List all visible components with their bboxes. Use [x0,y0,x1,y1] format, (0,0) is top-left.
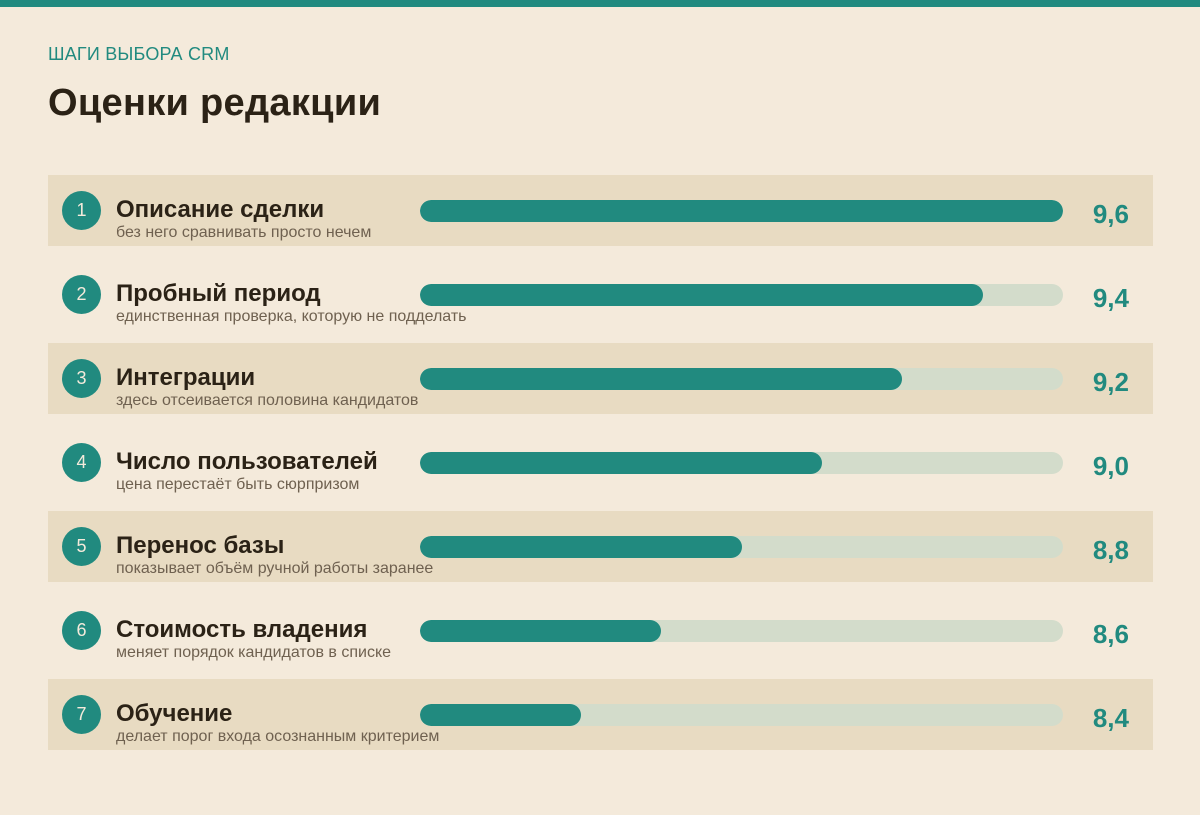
criterion-label: Число пользователей [116,448,378,475]
criterion-label: Обучение [116,700,233,727]
rank-badge: 2 [62,275,101,314]
score-bar-track [420,368,1063,390]
criterion-note: цена перестаёт быть сюрпризом [116,476,360,493]
criterion-note: меняет порядок кандидатов в списке [116,644,392,661]
score-value: 8,6 [1092,619,1129,649]
score-row: 6 Стоимость владения меняет порядок канд… [48,595,1153,666]
score-value: 9,4 [1092,283,1129,313]
rank-badge: 6 [62,611,101,650]
score-bar-track [420,536,1063,558]
score-bar [420,536,742,558]
criterion-label: Стоимость владения [116,616,368,643]
rank-badge: 4 [62,443,101,482]
score-bar [420,704,581,726]
score-bar [420,368,903,390]
page-title: Оценки редакции [48,82,382,124]
criterion-label: Интеграции [116,364,256,391]
score-row: 7 Обучение делает порог входа осознанным… [48,679,1153,750]
score-bar [420,452,822,474]
score-bar [420,284,983,306]
rank-badge: 1 [62,191,101,230]
score-bar-track [420,704,1063,726]
score-row: 1 Описание сделки без него сравнивать пр… [48,175,1153,246]
score-bar-track [420,620,1063,642]
score-chart: 1 Описание сделки без него сравнивать пр… [48,175,1153,763]
criterion-label: Описание сделки [116,196,325,223]
score-bar [420,620,662,642]
criterion-note: здесь отсеивается половина кандидатов [116,392,419,409]
score-row: 5 Перенос базы показывает объём ручной р… [48,511,1153,582]
score-value: 9,6 [1092,199,1129,229]
score-bar-track [420,200,1063,222]
criterion-note: делает порог входа осознанным критерием [116,728,440,745]
top-accent-stripe [0,0,1200,7]
criterion-note: показывает объём ручной работы заранее [116,560,434,577]
rank-badge: 5 [62,527,101,566]
criterion-note: единственная проверка, которую не поддел… [116,308,467,325]
score-value: 9,2 [1092,367,1129,397]
score-bar-track [420,452,1063,474]
criterion-note: без него сравнивать просто нечем [116,224,372,241]
score-row: 4 Число пользователей цена перестаёт быт… [48,427,1153,498]
score-row: 2 Пробный период единственная проверка, … [48,259,1153,330]
criterion-label: Перенос базы [116,532,285,559]
score-value: 9,0 [1092,451,1129,481]
rank-badge: 7 [62,695,101,734]
rank-badge: 3 [62,359,101,398]
score-value: 8,4 [1092,703,1129,733]
score-bar-track [420,284,1063,306]
section-kicker: ШАГИ ВЫБОРА CRM [48,44,230,64]
criterion-label: Пробный период [116,280,321,307]
score-value: 8,8 [1092,535,1129,565]
score-row: 3 Интеграции здесь отсеивается половина … [48,343,1153,414]
score-bar [420,200,1063,222]
